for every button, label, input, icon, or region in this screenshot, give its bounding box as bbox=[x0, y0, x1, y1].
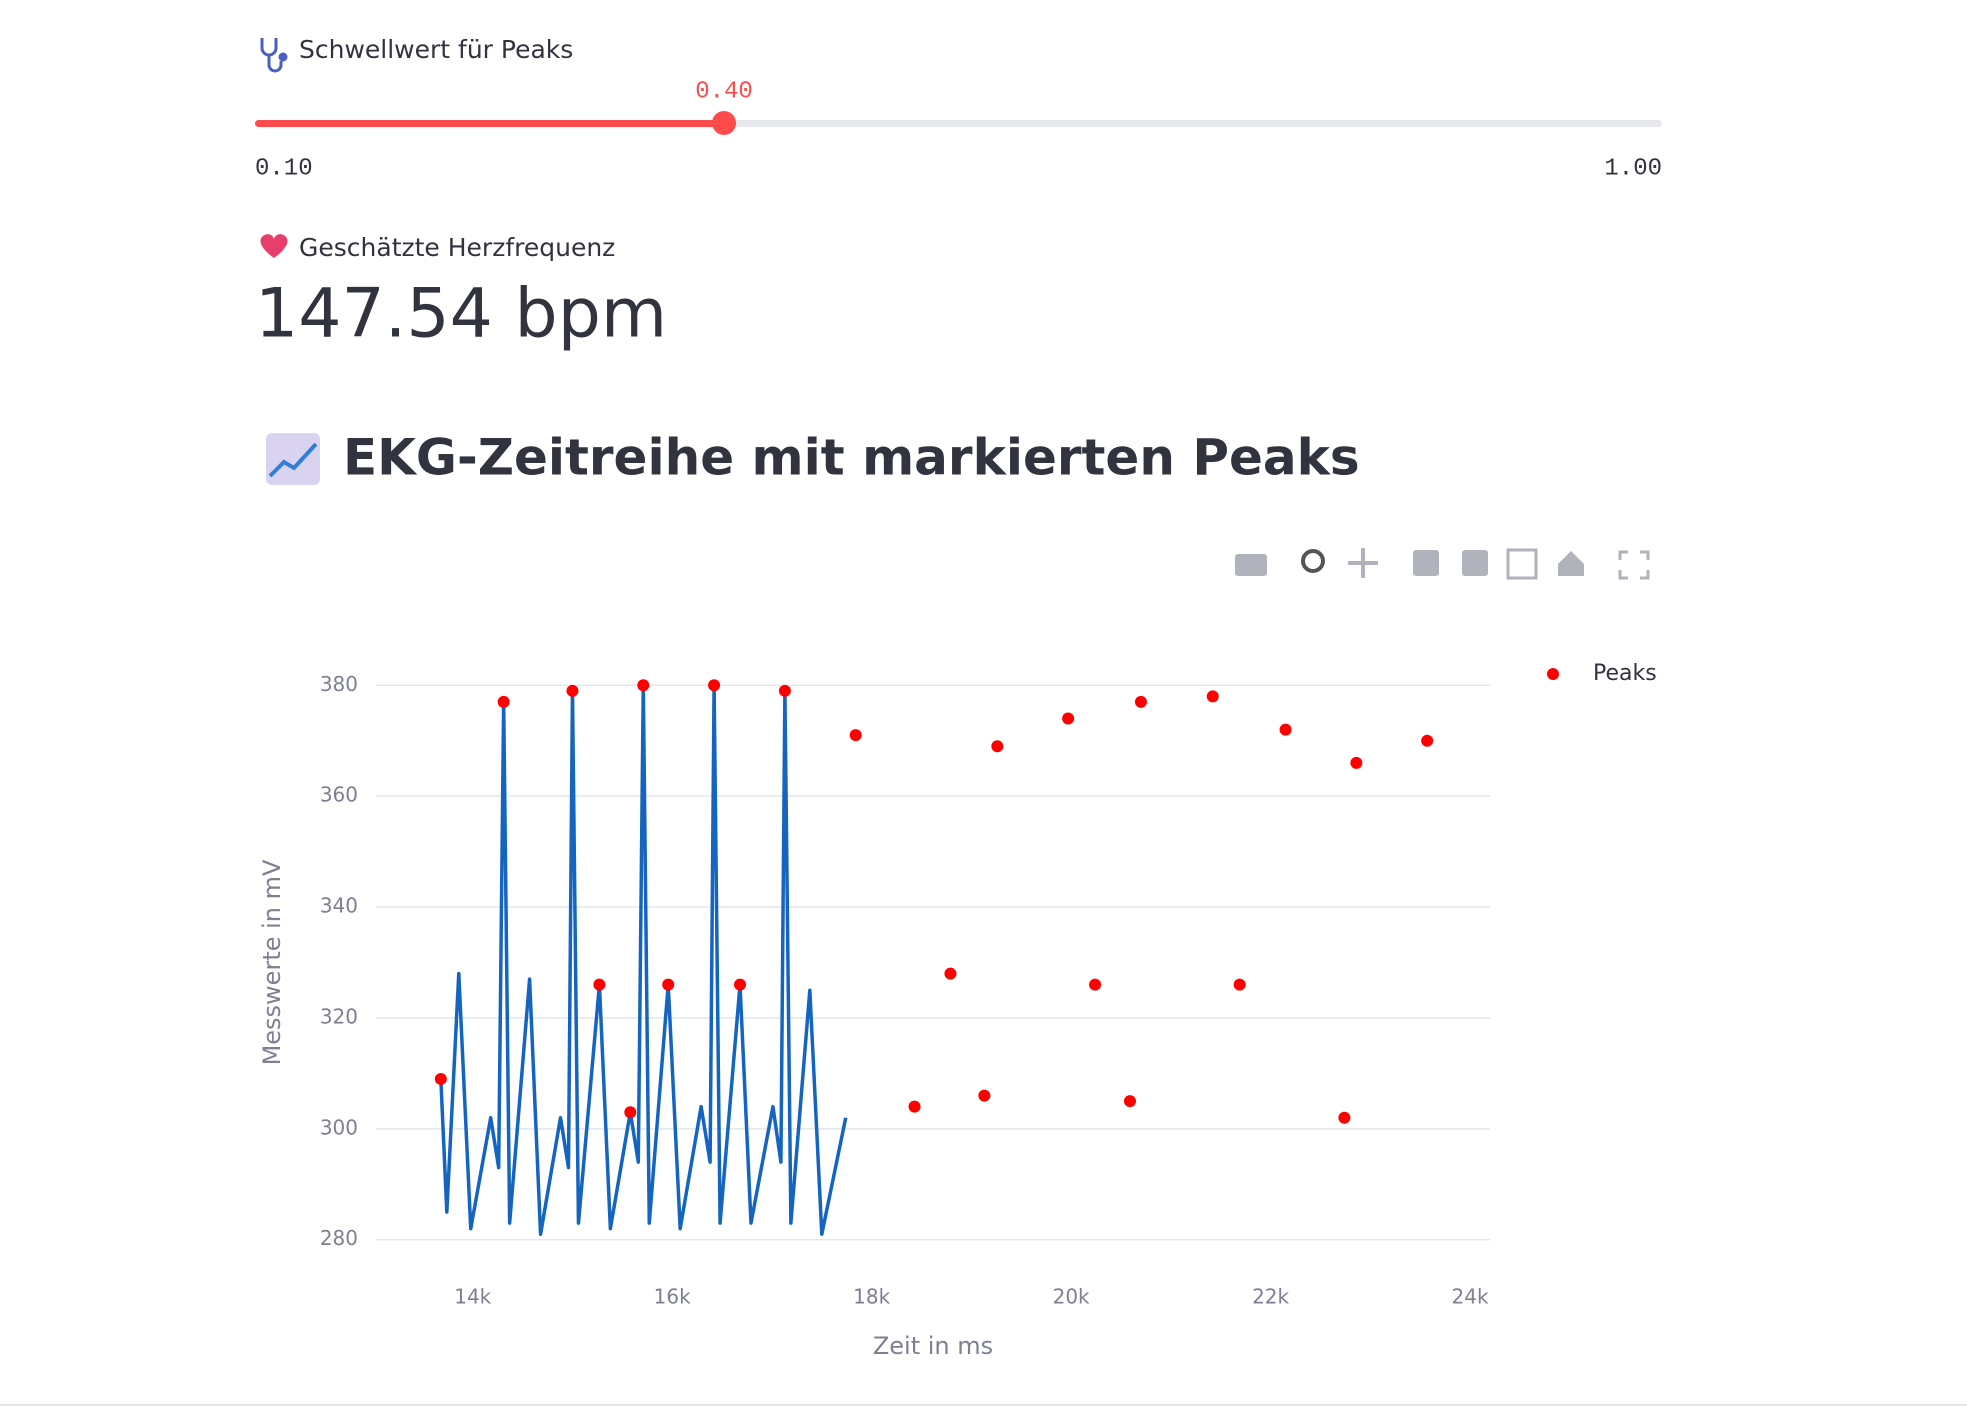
y-tick-label: 360 bbox=[320, 783, 358, 807]
camera-button[interactable] bbox=[1235, 554, 1267, 576]
legend-label: Peaks bbox=[1593, 661, 1657, 686]
metric-label: Geschätzte Herzfrequenz bbox=[299, 233, 615, 262]
x-tick-label: 14k bbox=[454, 1285, 491, 1309]
peak-marker bbox=[778, 684, 791, 697]
x-tick-label: 22k bbox=[1252, 1285, 1289, 1309]
peak-marker bbox=[1134, 695, 1147, 708]
y-tick-label: 280 bbox=[320, 1226, 358, 1250]
peak-marker bbox=[593, 978, 606, 991]
ecg-line bbox=[439, 683, 848, 1236]
reset-button[interactable] bbox=[1558, 551, 1584, 576]
peak-marker bbox=[978, 1089, 991, 1102]
peak-marker bbox=[566, 684, 579, 697]
peak-marker bbox=[434, 1072, 447, 1085]
peak-marker bbox=[849, 729, 862, 742]
y-axis-title: Messwerte in mV bbox=[258, 859, 286, 1065]
x-tick-label: 24k bbox=[1452, 1285, 1489, 1309]
fullscreen-button[interactable] bbox=[1618, 550, 1650, 580]
y-tick-label: 340 bbox=[320, 894, 358, 918]
plot: 280 300 320 340 360 380 14k 16k 18k 20k 22k 24k Zeit… bbox=[258, 661, 1657, 1360]
x-axis-title: Zeit in ms bbox=[873, 1332, 993, 1360]
peak-marker bbox=[1233, 978, 1246, 991]
chart-icon bbox=[266, 433, 320, 485]
peak-marker bbox=[624, 1106, 637, 1119]
slider-max: 1.00 bbox=[1604, 155, 1662, 182]
slider-value: 0.40 bbox=[695, 78, 753, 105]
peak-marker bbox=[734, 978, 747, 991]
peak-marker bbox=[497, 695, 510, 708]
slider-thumb[interactable] bbox=[712, 111, 736, 135]
toolbar bbox=[1235, 548, 1650, 580]
peak-marker bbox=[1206, 690, 1219, 703]
x-tick-label: 18k bbox=[853, 1285, 890, 1309]
heart-icon bbox=[260, 234, 288, 258]
peak-marker bbox=[1338, 1111, 1351, 1124]
y-tick-label: 380 bbox=[320, 672, 358, 696]
autoscale-button[interactable] bbox=[1506, 548, 1538, 580]
metric-value: 147.54 bpm bbox=[255, 275, 667, 354]
zoom-button[interactable] bbox=[1301, 549, 1325, 573]
stethoscope-icon bbox=[260, 38, 288, 73]
peak-marker bbox=[1279, 723, 1292, 736]
legend-marker bbox=[1547, 668, 1559, 680]
peak-marker bbox=[1123, 1095, 1136, 1108]
y-tick-label: 320 bbox=[320, 1004, 358, 1028]
slider-fill bbox=[255, 120, 724, 127]
header: EKG-Zeitreihe mit markierten Peaks bbox=[343, 429, 1360, 487]
peak-marker bbox=[991, 740, 1004, 753]
y-tick-label: 300 bbox=[320, 1115, 358, 1139]
peak-marker bbox=[708, 679, 721, 692]
peak-marker bbox=[908, 1100, 921, 1113]
peak-marker bbox=[662, 978, 675, 991]
peak-marker bbox=[1421, 734, 1434, 747]
slider-label: Schwellwert für Peaks bbox=[299, 35, 573, 64]
zoom-in-button[interactable] bbox=[1413, 550, 1439, 576]
x-tick-label: 20k bbox=[1053, 1285, 1090, 1309]
zoom-out-button[interactable] bbox=[1462, 550, 1488, 576]
peak-marker bbox=[1062, 712, 1075, 725]
peak-marker bbox=[944, 967, 957, 980]
pan-button[interactable] bbox=[1348, 548, 1378, 578]
slider-min: 0.10 bbox=[255, 155, 313, 182]
peak-marker bbox=[637, 679, 650, 692]
x-tick-label: 16k bbox=[654, 1285, 691, 1309]
peak-marker bbox=[1350, 756, 1363, 769]
peak-marker bbox=[1089, 978, 1102, 991]
